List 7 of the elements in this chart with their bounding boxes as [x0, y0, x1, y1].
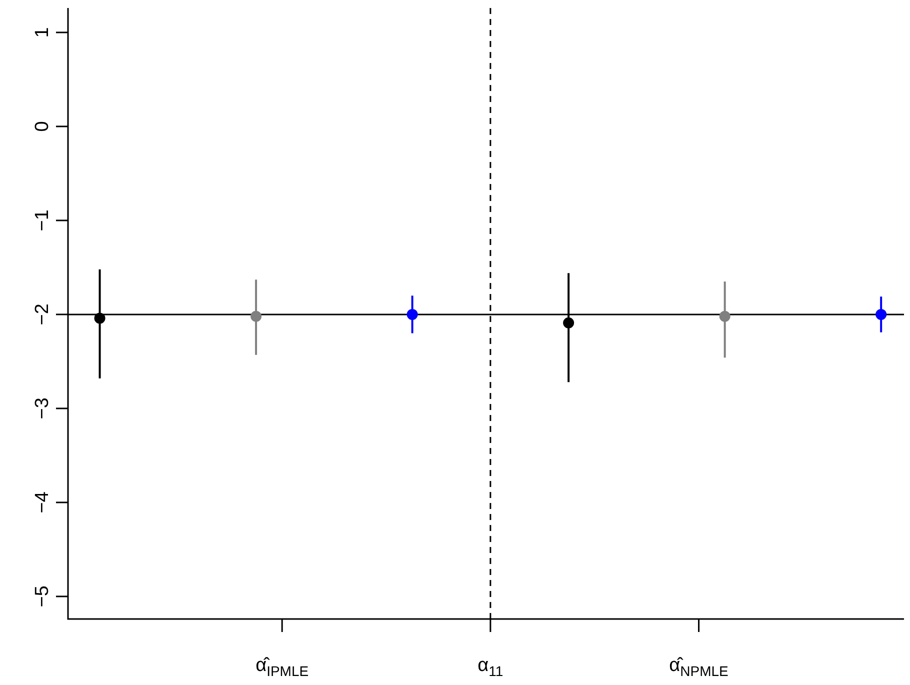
y-tick-label: −3 [32, 398, 53, 420]
y-tick-label: −1 [32, 210, 53, 232]
y-tick-label: −4 [32, 491, 53, 514]
y-tick-label: −5 [32, 586, 53, 608]
y-tick-label: −2 [32, 304, 53, 326]
y-tick-label: 0 [32, 121, 53, 132]
y-tick-label: 1 [32, 27, 53, 38]
